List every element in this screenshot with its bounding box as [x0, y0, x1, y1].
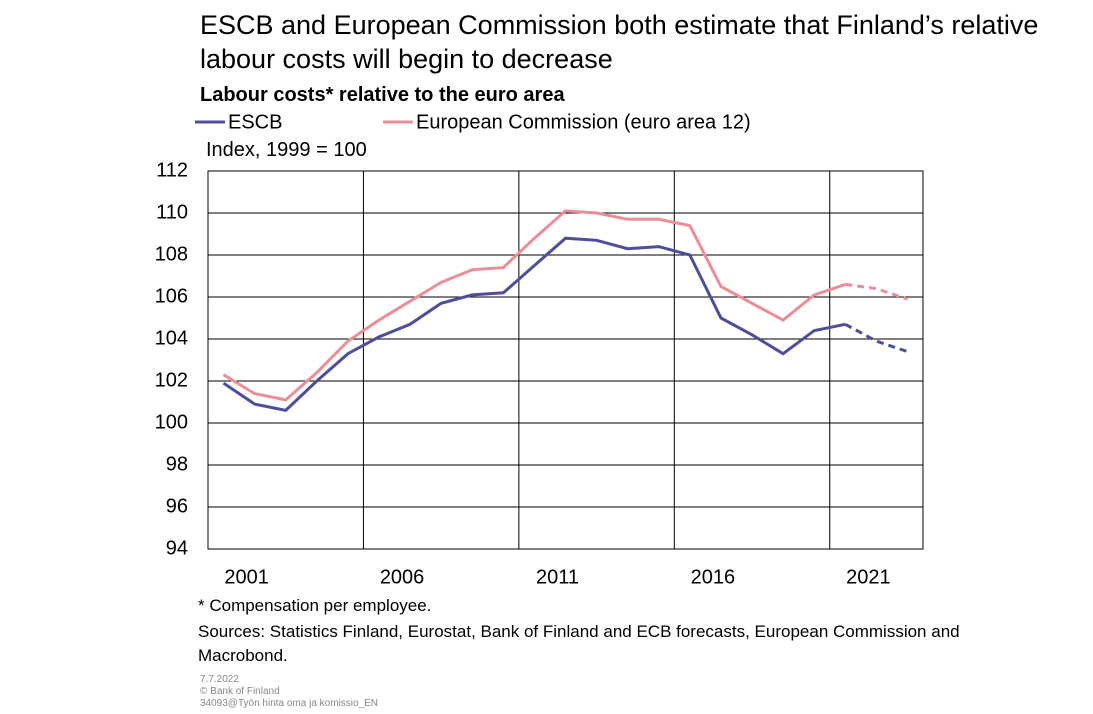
y-tick-label: 112 — [156, 159, 188, 181]
x-tick-label: 2021 — [846, 566, 891, 588]
chart: 94 96 98 100 102 104 106 108 110 112 2001 2006 2011 2… — [155, 111, 924, 588]
y-tick-label: 104 — [155, 327, 188, 349]
legend-label: European Commission (euro area 12) — [416, 111, 751, 133]
y-tick-label: 100 — [155, 411, 188, 433]
y-tick-label: 94 — [166, 537, 188, 559]
chart-subtitle: Labour costs* relative to the euro area — [200, 84, 565, 106]
note: © Bank of Finland — [200, 686, 280, 697]
x-tick-label: 2011 — [536, 566, 579, 588]
footnote: * Compensation per employee. — [198, 596, 432, 615]
series-line — [222, 209, 846, 402]
series-line — [222, 236, 846, 413]
sources: Sources: Statistics Finland, Eurostat, B… — [198, 622, 960, 665]
y-tick-label: 96 — [166, 495, 188, 517]
x-tick-label: 2006 — [380, 566, 425, 588]
y-tick-label: 106 — [155, 285, 188, 307]
forecast-line — [845, 282, 908, 301]
y-tick-label: 102 — [155, 369, 188, 391]
y-axis-label: Index, 1999 = 100 — [206, 139, 367, 161]
y-tick-label: 110 — [156, 201, 188, 223]
forecast-line — [844, 322, 908, 354]
x-tick-label: 2016 — [691, 566, 736, 588]
plot-frame — [207, 170, 924, 550]
notes: 7.7.2022 © Bank of Finland 34093@Työn hi… — [200, 674, 378, 710]
note: 34093@Työn hinta oma ja komissio_EN — [200, 698, 379, 709]
note: 7.7.2022 — [200, 674, 239, 685]
y-tick-label: 108 — [155, 243, 188, 265]
x-tick-label: 2001 — [224, 566, 269, 588]
chart-title: ESCB and European Commission both estima… — [200, 10, 1039, 74]
y-tick-label: 98 — [166, 453, 188, 475]
legend-label: ESCB — [228, 111, 282, 133]
